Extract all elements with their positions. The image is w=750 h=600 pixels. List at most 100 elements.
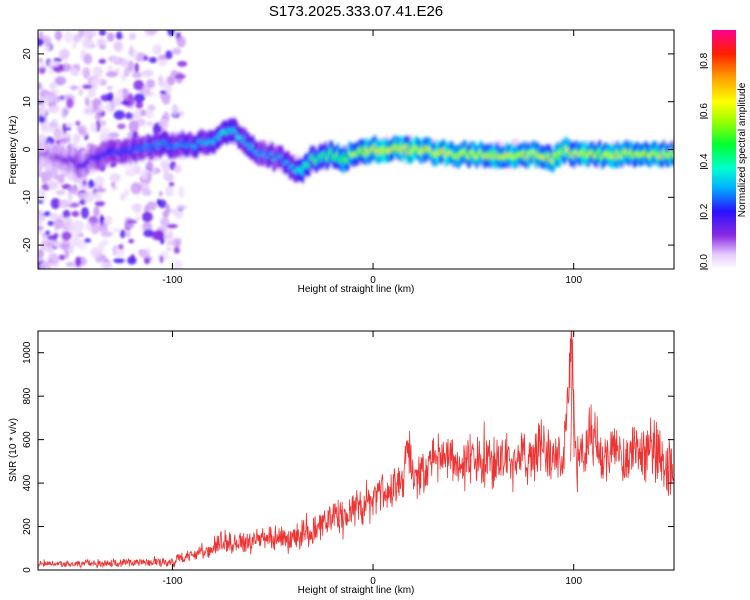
spectrogram-noise-blob — [90, 222, 100, 235]
spectrogram-noise-blob — [143, 229, 155, 238]
spectrogram-noise-blob — [165, 203, 171, 214]
spectrogram-noise-blob — [38, 216, 46, 222]
spectrogram-noise-blob — [38, 38, 44, 47]
spectrogram-y-ticks: -20 -10 0 10 20 — [22, 48, 674, 252]
spectrogram-noise-blob — [45, 230, 51, 236]
spectrogram-noise-blob — [87, 179, 95, 188]
spectrogram-noise-blob — [98, 104, 109, 110]
spectrogram-noise-blob — [140, 109, 147, 116]
spectrogram-noise-blob — [162, 163, 170, 176]
colorbar-gradient — [712, 30, 736, 269]
spectrogram-noise-blob — [146, 201, 157, 211]
spectrogram-noise-blob — [135, 101, 144, 109]
spectrogram-noise-blob — [91, 122, 98, 133]
spectrogram-noise-blob — [55, 95, 62, 103]
spectrogram-noise-blob — [93, 191, 102, 201]
spectrogram-noise-blob — [101, 127, 111, 135]
spectrogram-noise-blob — [98, 30, 107, 36]
spectrogram-noise-blob — [46, 241, 53, 247]
spectrogram-noise-blob — [78, 193, 86, 199]
spectrogram-noise-blob — [61, 106, 67, 119]
spectrogram-noise-blob — [145, 31, 150, 38]
spectrogram-noise-blob — [141, 69, 154, 77]
spectrogram-noise-blob — [109, 173, 122, 183]
spectrogram-noise-blob — [153, 30, 158, 34]
spectrogram-noise-blob — [99, 79, 107, 86]
spectrogram-noise-blob — [105, 71, 118, 78]
spectrogram-noise-blob — [117, 123, 126, 130]
spectrogram-noise-blob — [46, 246, 54, 254]
spectrogram-noise-blob — [98, 58, 106, 64]
spectrogram-noise-blob — [83, 238, 91, 243]
spectrogram-noise-blob — [66, 98, 74, 109]
spectrogram-noise-blob — [90, 247, 101, 258]
spectrogram-noise-blob — [176, 36, 186, 48]
spectrogram-noise-blob — [171, 47, 182, 55]
figure-title: S173.2025.333.07.41.E26 — [269, 3, 443, 20]
colorbar-ticks: 0.0 0.2 0.4 0.6 0.8 — [699, 52, 710, 270]
spectrogram-noise-blob — [125, 230, 131, 238]
spectrogram-noise-blob — [48, 68, 54, 75]
spectrogram-noise-blob — [126, 219, 138, 224]
spectrogram-noise-blob — [104, 215, 113, 226]
spectrogram-noise-blob — [116, 88, 124, 101]
spectrogram-x-tick-label: 100 — [565, 275, 582, 286]
spectrogram-noise-blob — [87, 104, 94, 116]
spectrogram-noise-blob — [159, 217, 170, 227]
spectrogram-noise-blob — [58, 254, 66, 261]
snr-y-tick-label: 1000 — [22, 341, 33, 364]
spectrogram-noise-blob — [141, 188, 152, 196]
spectrogram-noise-blob — [131, 165, 142, 173]
spectrogram-noise-blob — [128, 238, 135, 244]
spectrogram-noise-blob — [47, 95, 57, 105]
spectrogram-noise-blob — [78, 30, 85, 39]
spectrogram-noise-blob — [97, 188, 107, 193]
spectrogram-noise-blobs — [38, 30, 188, 269]
spectrogram-noise-blob — [70, 85, 78, 91]
spectrogram-noise-blob — [165, 50, 173, 60]
spectrogram-noise-blob — [144, 110, 155, 119]
spectrogram-noise-blob — [146, 172, 153, 180]
snr-x-axis-label: Height of straight line (km) — [298, 585, 415, 596]
spectrogram-noise-blob — [53, 174, 61, 180]
spectrogram-y-tick-label: 10 — [22, 96, 33, 108]
colorbar-label: Normalized spectral amplitude — [737, 82, 748, 217]
spectrogram-noise-blob — [120, 193, 126, 201]
spectrogram-noise-blob — [113, 110, 126, 120]
spectrogram-noise-blob — [82, 84, 93, 90]
spectrogram-noise-blob — [38, 104, 47, 115]
spectrogram-noise-blob — [84, 97, 90, 107]
colorbar-tick-label: 0.8 — [699, 52, 710, 66]
spectrogram-y-tick-label: -20 — [22, 237, 33, 252]
spectrogram-noise-blob — [166, 240, 176, 246]
spectrogram-noise-blob — [146, 162, 154, 170]
spectrogram-noise-blob — [158, 122, 169, 127]
spectrogram-noise-blob — [130, 254, 135, 262]
spectrogram-noise-blob — [173, 239, 182, 248]
spectrogram-noise-blob — [146, 79, 156, 89]
spectrogram-x-ticks: -100 0 100 — [162, 30, 582, 286]
spectrogram-noise-blob — [173, 164, 182, 174]
spectrogram-noise-blob — [54, 30, 63, 41]
snr-plot-area — [38, 331, 674, 569]
spectrogram-noise-blob — [73, 137, 78, 148]
spectrogram-noise-blob — [138, 250, 150, 259]
spectrogram-noise-blob — [74, 224, 82, 236]
spectrogram-noise-blob — [95, 113, 102, 121]
spectrogram-noise-blob — [124, 67, 130, 77]
spectrogram-noise-blob — [165, 246, 172, 252]
spectrogram-noise-blob — [63, 31, 74, 43]
spectrogram-noise-blob — [38, 61, 46, 68]
spectrogram-noise-blob — [130, 182, 142, 195]
spectrogram-y-tick-label: -10 — [22, 190, 33, 205]
spectrogram-noise-blob — [120, 100, 131, 105]
spectrogram-noise-blob — [128, 60, 134, 73]
spectrogram-noise-blob — [38, 82, 42, 90]
spectrogram-ridge-cell — [671, 153, 674, 158]
spectrogram-noise-blob — [50, 61, 60, 67]
spectrogram-noise-blob — [53, 129, 65, 140]
spectrogram-noise-blob — [49, 82, 57, 90]
spectrogram-noise-blob — [161, 94, 171, 105]
spectrogram-noise-blob — [120, 161, 133, 168]
